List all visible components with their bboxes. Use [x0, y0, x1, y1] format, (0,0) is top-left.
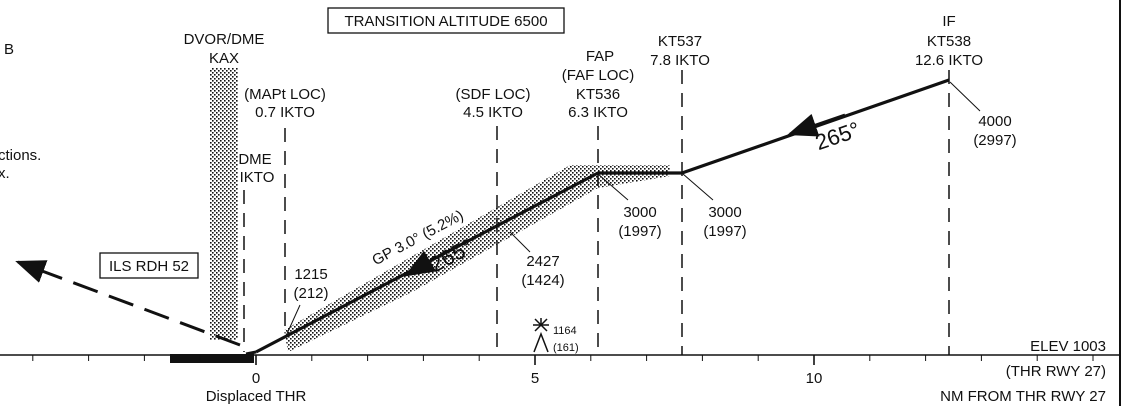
transition-altitude-box [327, 7, 565, 34]
fix-mapt-line1: (MAPt LOC) [244, 86, 326, 103]
axis-ticks [32, 355, 1094, 365]
alt-3000-fap-height: (1997) [618, 223, 661, 240]
fix-kt537-line2: 7.8 IKTO [650, 52, 710, 69]
leader-3000-kt537 [682, 173, 714, 201]
fix-dme-line1: DME [238, 151, 271, 168]
alt-1215-height: (212) [293, 285, 328, 302]
missed-approach-path [15, 260, 241, 347]
fix-mapt-line2: 0.7 IKTO [255, 104, 315, 121]
glidepath-stipple-band [284, 165, 670, 352]
obstacle-height: (161) [553, 342, 579, 354]
navaid-label-line2: KAX [209, 50, 239, 67]
alt-3000-fap: 3000 [623, 204, 656, 221]
alt-3000-kt537-height: (1997) [703, 223, 746, 240]
glidepath-extension [245, 350, 257, 356]
axis-label-10: 10 [806, 370, 823, 387]
alt-2427: 2427 [526, 253, 559, 270]
alt-4000-height: (2997) [973, 132, 1016, 149]
threshold-caption: Displaced THR [206, 388, 307, 405]
fix-fap-line2: (FAF LOC) [562, 67, 635, 84]
axis-label-5: 5 [531, 370, 539, 387]
navaid-stipple-column [210, 68, 238, 340]
fix-fap-line4: 6.3 IKTO [568, 104, 628, 121]
alt-3000-kt537: 3000 [708, 204, 741, 221]
obstacle-elevation: 1164 [553, 325, 577, 337]
elevation-label: ELEV 1003 [1030, 338, 1106, 355]
alt-1215: 1215 [294, 266, 327, 283]
navaid-label-line1: DVOR/DME [184, 31, 265, 48]
fix-sdf-line1: (SDF LOC) [456, 86, 531, 103]
leader-3000-fap [597, 173, 629, 201]
edge-text-2: ctions. [0, 147, 41, 164]
edge-text-3: x. [0, 165, 10, 182]
rdh-label: ILS RDH 52 [109, 258, 189, 275]
axis-label-0: 0 [252, 370, 260, 387]
fix-dme-line2: IKTO [240, 169, 275, 186]
inbound-arrow [787, 113, 846, 137]
alt-2427-height: (1424) [521, 272, 564, 289]
fix-fap-line1: FAP [586, 48, 614, 65]
glidepath-arrow [404, 250, 437, 277]
edge-text-1: B [4, 41, 14, 58]
alt-4000: 4000 [978, 113, 1011, 130]
leader-2427 [509, 231, 531, 253]
fix-kt537-line1: KT537 [658, 33, 702, 50]
fix-sdf-line2: 4.5 IKTO [463, 104, 523, 121]
leader-1215 [285, 304, 301, 337]
runway-bar [170, 354, 254, 363]
obstacle-icon [533, 318, 549, 353]
fix-if-line2: KT538 [927, 33, 971, 50]
fix-if-line1: IF [942, 13, 955, 30]
axis-unit-label: NM FROM THR RWY 27 [940, 388, 1106, 405]
leader-4000 [949, 81, 981, 112]
elevation-sub-label: (THR RWY 27) [1006, 363, 1106, 380]
fix-fap-line3: KT536 [576, 86, 620, 103]
transition-altitude-label: TRANSITION ALTITUDE 6500 [344, 13, 547, 30]
rdh-box [99, 252, 199, 279]
fix-if-line3: 12.6 IKTO [915, 52, 983, 69]
